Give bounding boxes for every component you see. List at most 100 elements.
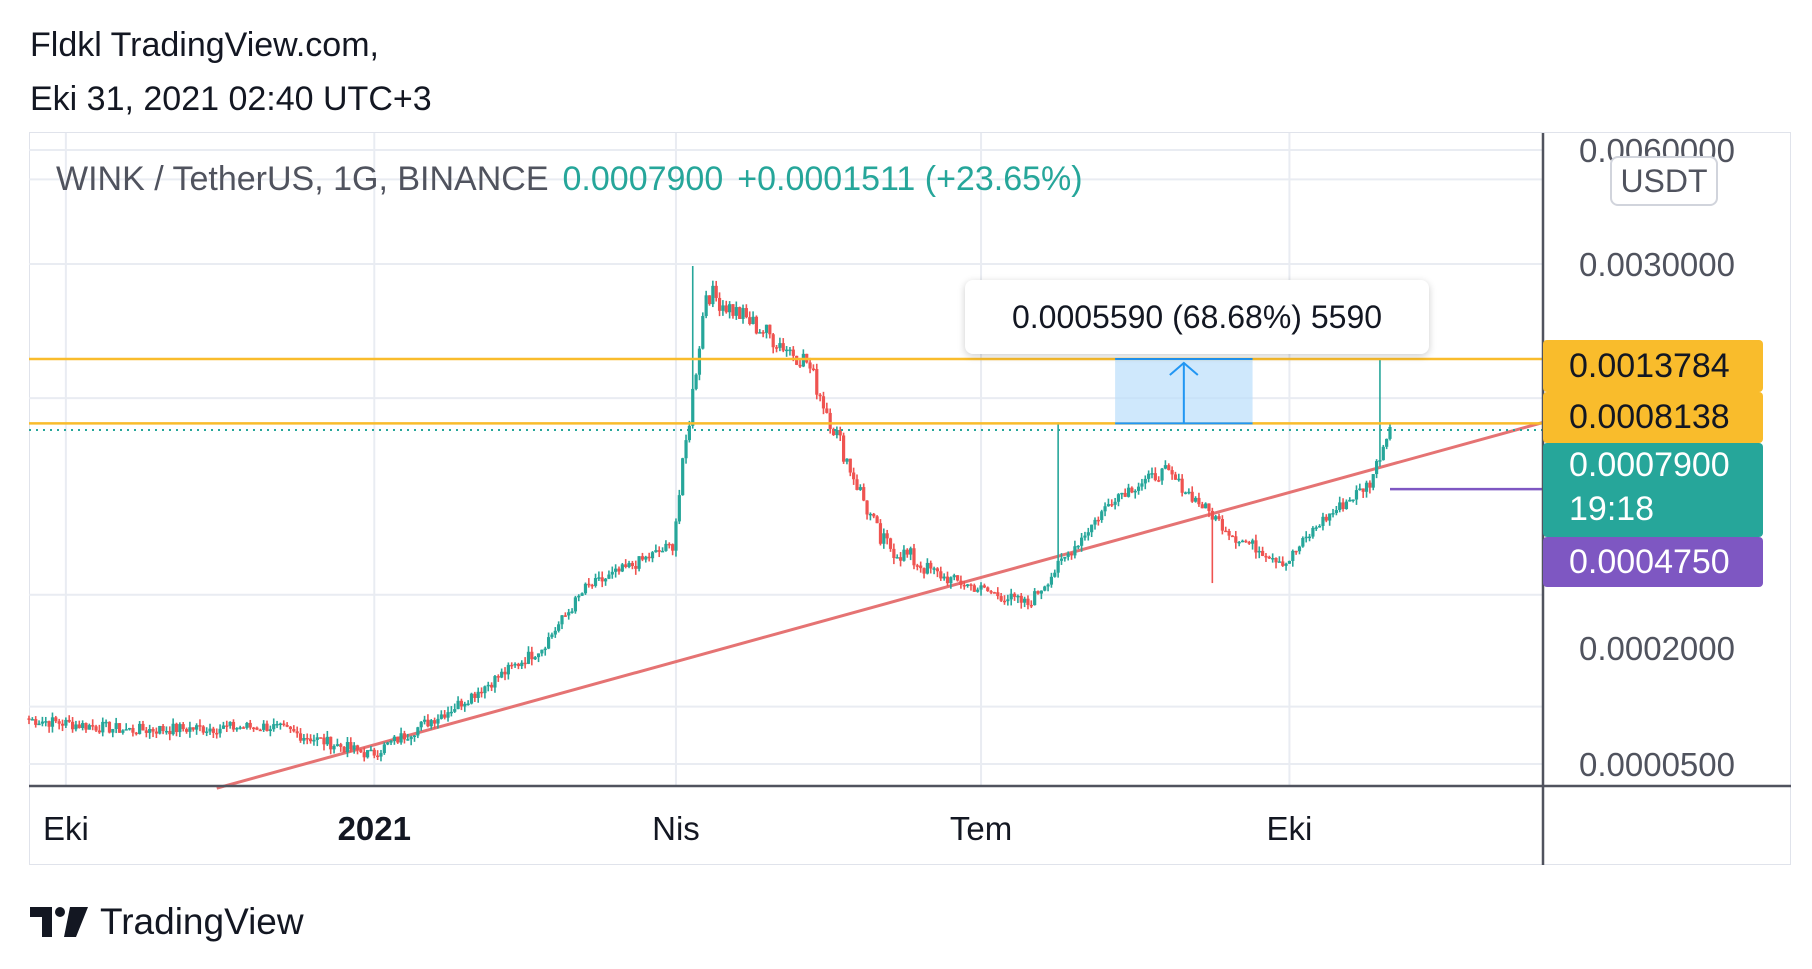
candle-body [168,730,172,735]
candle-body [687,425,691,441]
candle-body [526,651,531,664]
candle-body [878,523,883,544]
candle-body [44,721,48,723]
candle-body [650,552,655,559]
candle-body [583,583,588,594]
candle-body [1291,550,1295,561]
candle-body [1157,480,1161,482]
candle-body [288,726,293,730]
candle-body [376,755,380,758]
candle-body [714,285,718,298]
candle-body [1180,478,1184,493]
candle-body [144,730,148,733]
candle-body [872,513,876,517]
candle-body [1123,492,1127,497]
candle-body [1197,497,1201,505]
candle-body [416,727,420,736]
candle-body [1066,553,1070,557]
candle-body [231,721,236,730]
x-tick-label: Eki [43,810,89,847]
candle-body [674,521,678,551]
candle-body [728,304,732,313]
candle-body [664,543,668,551]
candle-body [634,566,638,569]
candle-body [1204,503,1208,509]
candle-body [1358,488,1362,491]
candle-body [707,295,712,305]
candle-body [127,727,132,730]
candle-body [486,684,490,687]
candle-body [744,308,748,318]
candle-body [667,543,671,546]
candle-body [885,533,889,539]
candle-body [422,719,427,722]
candle-body [1321,516,1325,526]
candle-body [406,739,410,741]
price-label-value: 0.0007900 [1569,446,1730,484]
candle-body [546,637,551,649]
candle-body [788,349,792,352]
candle-body [530,651,534,660]
candle-body [178,724,182,733]
candle-body [1016,595,1020,598]
candle-body [929,562,933,569]
candle-body [1093,519,1097,525]
candle-body [1200,504,1204,509]
candle-body [1103,506,1107,512]
candle-body [597,577,601,579]
candle-body [1116,494,1121,502]
candle-body [543,648,547,651]
candle-body [265,723,269,732]
candle-body [774,347,779,349]
price-label-value: 0.0013784 [1569,347,1730,385]
candle-body [91,725,95,727]
candle-body [1170,470,1174,475]
candle-body [741,308,745,319]
candle-body [1126,487,1131,497]
candle-body [506,664,510,675]
candle-body [369,749,373,752]
candles [27,266,1392,762]
candle-body [721,305,725,311]
candle-body [47,721,51,727]
candle-body [70,721,75,730]
footer: TradingView [30,900,304,944]
candle-body [1019,595,1023,603]
candle-body [473,693,477,698]
candle-body [972,585,976,592]
candle-body [791,349,795,356]
currency-unit-button[interactable]: USDT [1610,156,1718,206]
candle-body [681,458,685,496]
price-label: 0.0008138 [1543,392,1763,443]
candle-body [520,662,524,667]
candle-body [1063,556,1067,559]
candle-body [211,728,215,733]
candle-body [332,745,336,750]
candle-body [1187,491,1191,494]
candle-body [107,721,112,733]
candle-body [855,479,859,490]
candle-body [516,663,521,667]
symbol-name: WINK / TetherUS, 1G, BINANCE [56,160,549,198]
measure-tooltip: 0.0005590 (68.68%) 5590 [965,280,1429,354]
candle-body [660,550,665,553]
candle-body [449,711,453,714]
candle-body [731,304,735,316]
candle-body [1381,446,1385,461]
candle-body [868,513,873,516]
x-tick-label: 2021 [338,810,411,847]
candle-body [1250,540,1255,544]
candle-body [1012,593,1017,597]
candle-body [1147,473,1151,479]
candle-body [882,533,886,544]
candle-body [74,724,78,730]
candle-body [221,725,226,729]
candle-body [272,724,276,730]
candle-body [490,684,494,688]
candle-body [828,412,832,429]
candle-body [795,355,799,365]
candle-body [922,568,926,574]
candle-body [1277,561,1281,563]
candle-body [560,615,564,625]
